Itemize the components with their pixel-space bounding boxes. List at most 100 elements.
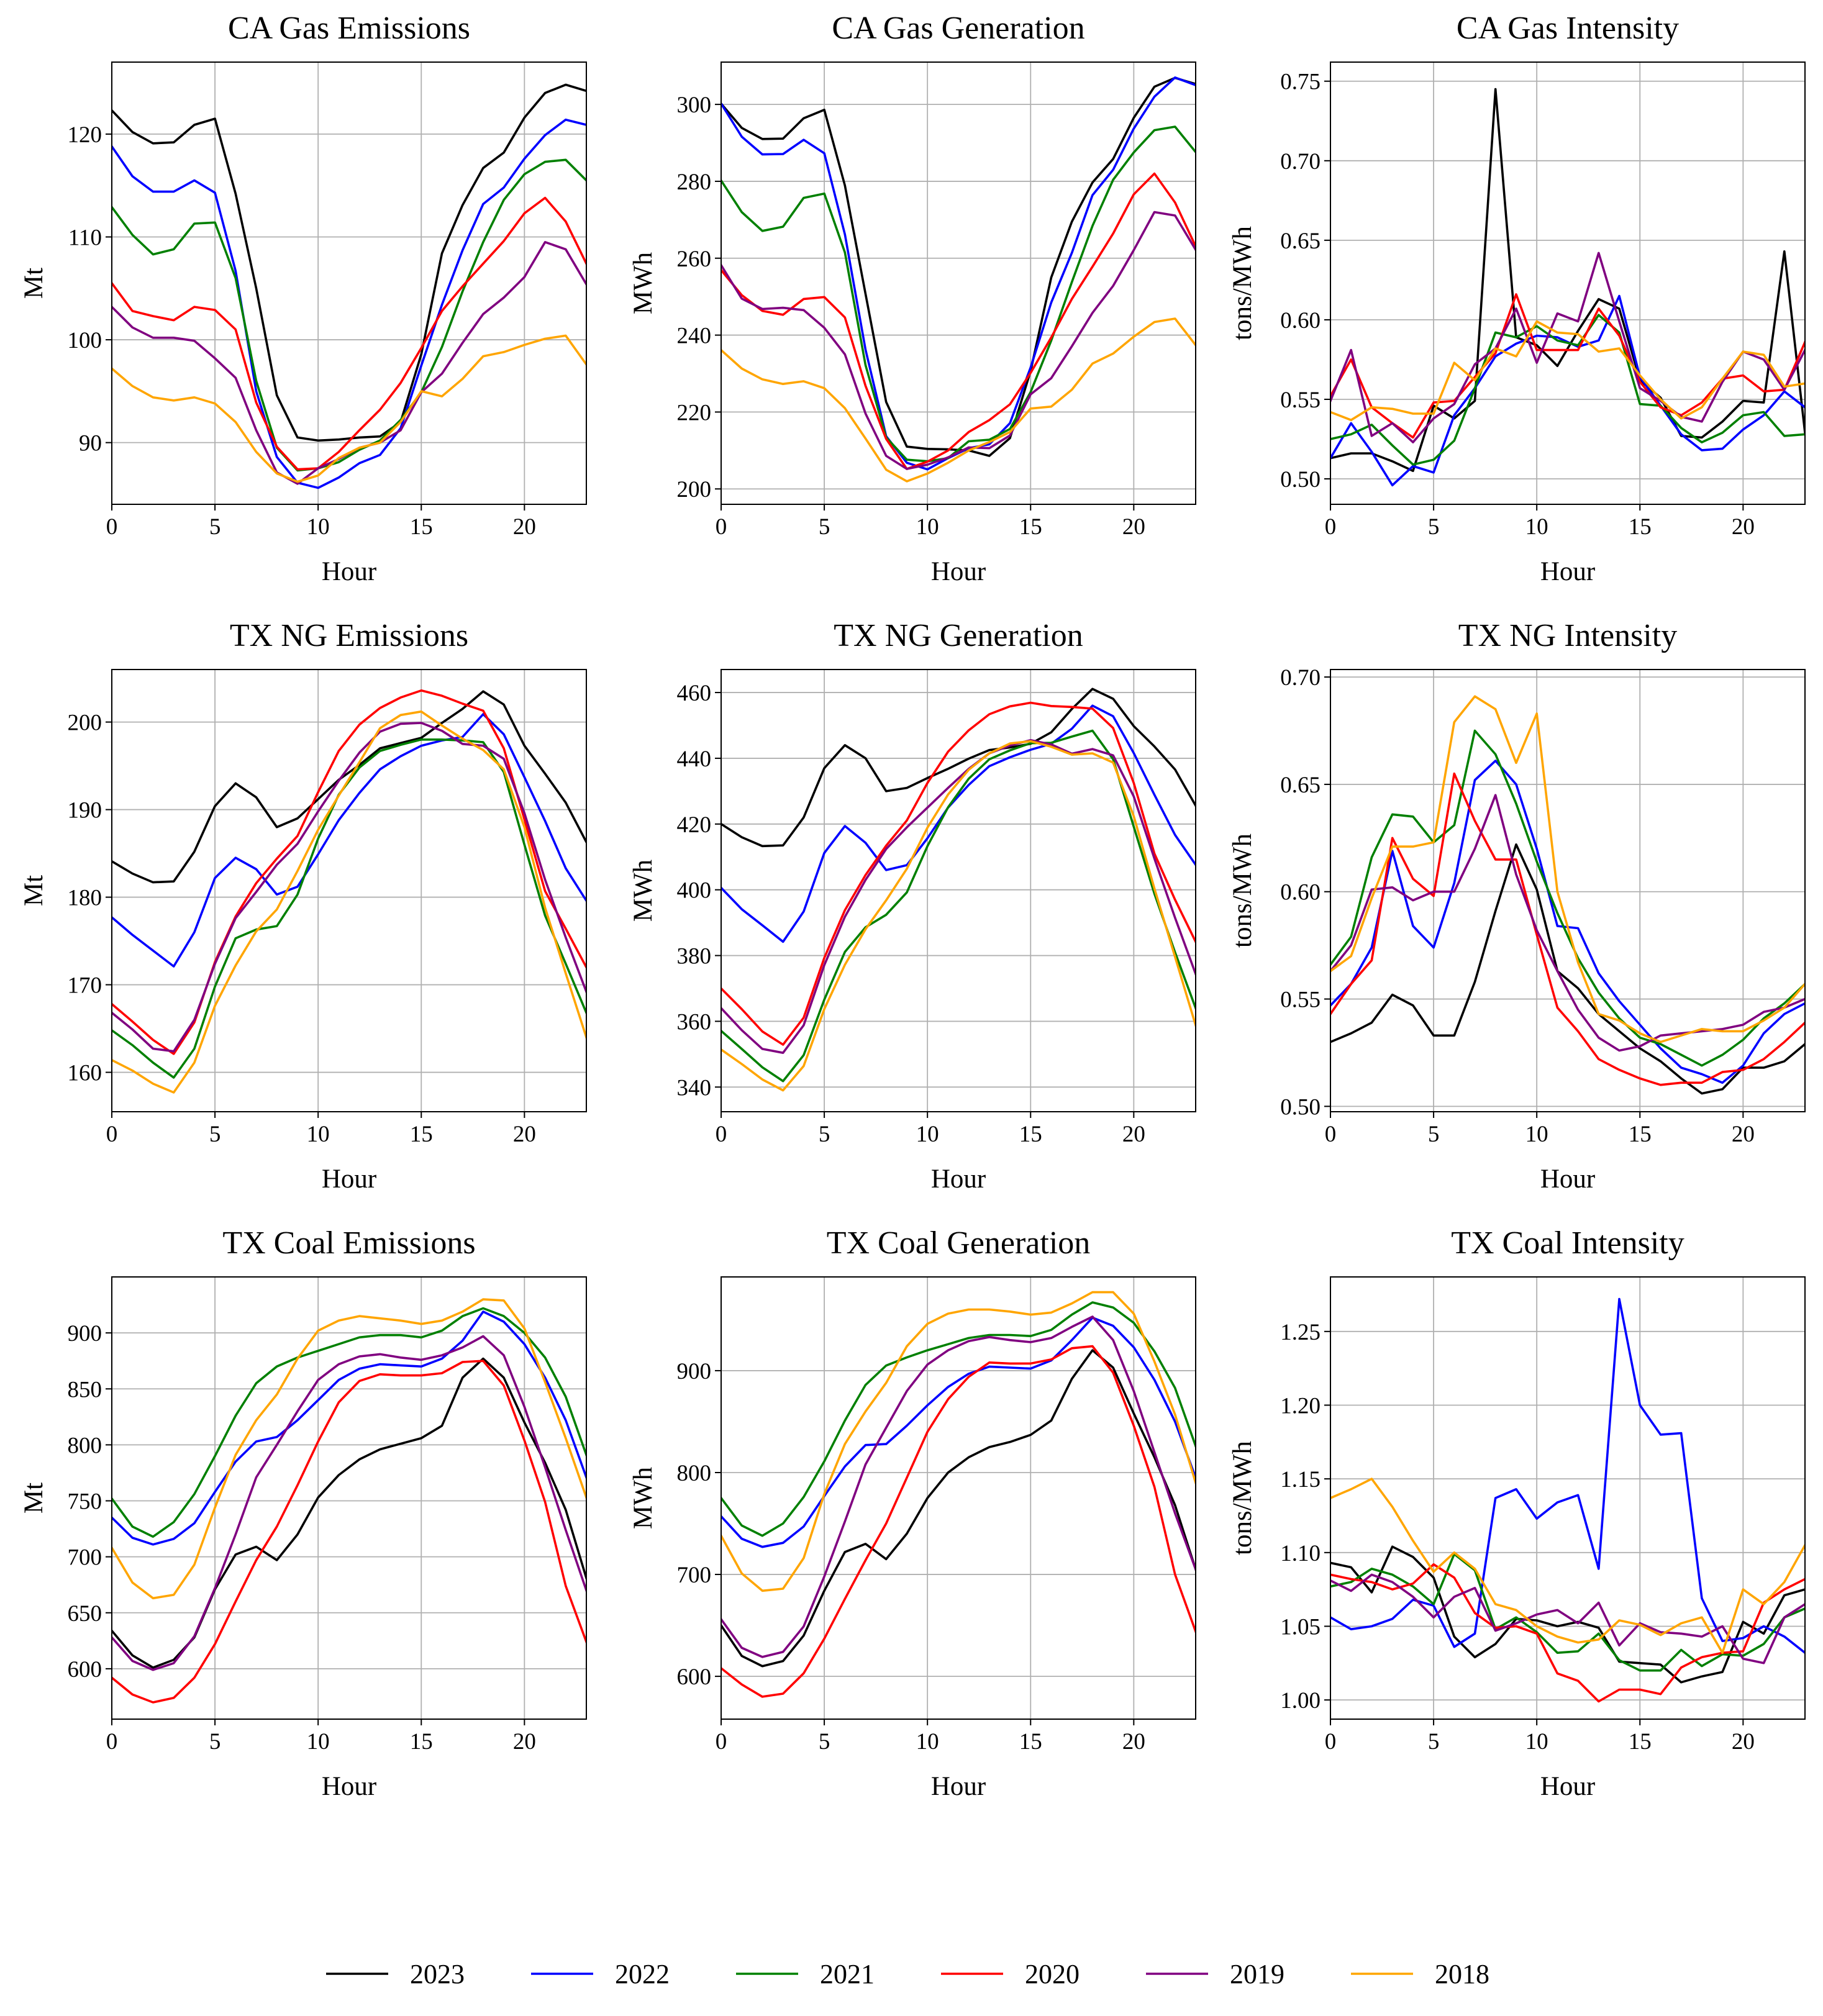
- x-tick-label: 10: [916, 514, 939, 540]
- x-tick-label: 10: [1525, 1122, 1548, 1147]
- x-tick-label: 0: [716, 1729, 727, 1755]
- y-tick-label: 170: [68, 973, 102, 999]
- series-line-2022: [721, 704, 1196, 943]
- legend-label: 2020: [1025, 1959, 1080, 1989]
- y-tick-label: 260: [677, 247, 712, 272]
- axes-frame: [721, 1276, 1196, 1720]
- series-line-2019: [1330, 252, 1805, 443]
- x-axis-label: Hour: [322, 557, 376, 586]
- x-tick-label: 5: [209, 514, 221, 540]
- y-tick-label: 90: [79, 431, 102, 456]
- x-tick-label: 10: [307, 1729, 330, 1755]
- chart-tx-coal-emissions: 0 5 10 15 20 600 650 700 750 800 850 900 TX Coal Emi…: [19, 1225, 587, 1801]
- y-tick-label: 200: [68, 711, 102, 736]
- series-line-2019: [721, 739, 1196, 1054]
- x-tick-label: 20: [1732, 1729, 1755, 1755]
- series-line-2021: [112, 1307, 586, 1538]
- series-lines: [112, 1298, 586, 1704]
- series-line-2020: [721, 701, 1196, 1046]
- x-tick-label: 10: [307, 514, 330, 540]
- series-line-2020: [112, 689, 586, 1055]
- x-axis-label: Hour: [1540, 1772, 1595, 1801]
- series-line-2023: [1330, 843, 1805, 1095]
- y-tick-label: 1.20: [1280, 1393, 1321, 1419]
- x-axis-label: Hour: [931, 1772, 986, 1801]
- legend-item-2023: 2023: [326, 1959, 465, 1989]
- chart-tx-ng-emissions: 0 5 10 15 20 160 170 180 190 200 TX NG Emissions Ho…: [19, 618, 587, 1194]
- series-line-2022: [112, 118, 586, 489]
- x-tick-label: 20: [513, 514, 536, 540]
- y-tick-label: 220: [677, 400, 712, 425]
- legend-label: 2023: [410, 1959, 465, 1989]
- x-tick-label: 15: [1019, 514, 1042, 540]
- chart-title: TX Coal Intensity: [1451, 1225, 1684, 1261]
- y-tick-label: 100: [68, 328, 102, 353]
- x-tick-label: 20: [1122, 1729, 1145, 1755]
- series-line-2018: [721, 1291, 1196, 1592]
- y-tick-label: 0.55: [1280, 388, 1321, 413]
- y-tick-label: 1.10: [1280, 1541, 1321, 1566]
- x-axis-label: Hour: [931, 1165, 986, 1194]
- series-line-2021: [1330, 729, 1805, 1067]
- y-tick-label: 900: [68, 1321, 102, 1346]
- axes-frame: [1330, 669, 1806, 1112]
- chart-tx-coal-generation: 0 5 10 15 20 600 700 800 900 TX Coal Generation Ho…: [629, 1225, 1196, 1801]
- series-lines: [721, 1291, 1196, 1698]
- x-tick-label: 15: [410, 1122, 433, 1147]
- y-tick-label: 460: [677, 681, 712, 706]
- y-tick-label: 0.65: [1280, 773, 1321, 798]
- y-tick-label: 1.00: [1280, 1688, 1321, 1714]
- chart-ca-gas-generation: 0 5 10 15 20 200 220 240 260 280 300 CA Gas Generat…: [629, 11, 1196, 586]
- series-line-2023: [721, 1349, 1196, 1668]
- y-tick-label: 900: [677, 1359, 712, 1384]
- series-line-2020: [112, 1360, 586, 1704]
- x-axis-label: Hour: [931, 557, 986, 586]
- y-tick-label: 0.65: [1280, 229, 1321, 254]
- x-axis-label: Hour: [322, 1772, 376, 1801]
- chart-title: TX NG Intensity: [1458, 618, 1677, 653]
- y-tick-label: 160: [68, 1061, 102, 1086]
- x-tick-label: 0: [1325, 514, 1337, 540]
- y-axis-label: Mt: [19, 1482, 48, 1514]
- axes-frame: [1330, 61, 1806, 505]
- y-tick-label: 800: [677, 1461, 712, 1486]
- y-tick-label: 600: [68, 1657, 102, 1682]
- y-axis-label: Mt: [19, 268, 48, 299]
- x-tick-label: 5: [1428, 514, 1440, 540]
- legend-label: 2018: [1435, 1959, 1489, 1989]
- x-tick-label: 0: [1325, 1122, 1337, 1147]
- chart-tx-ng-intensity: 0 5 10 15 20 0.50 0.55 0.60 0.65 0.70 TX NG Intens…: [1228, 618, 1806, 1194]
- x-tick-label: 10: [916, 1729, 939, 1755]
- y-tick-label: 850: [68, 1377, 102, 1402]
- series-line-2019: [112, 722, 586, 1053]
- series-line-2022: [112, 1310, 586, 1546]
- series-lines: [1330, 88, 1805, 487]
- series-line-2023: [112, 690, 586, 884]
- chart-title: TX Coal Emissions: [222, 1225, 475, 1261]
- x-tick-label: 5: [819, 1122, 830, 1147]
- legend-label: 2019: [1230, 1959, 1284, 1989]
- series-line-2020: [1330, 1563, 1805, 1703]
- y-tick-label: 800: [68, 1433, 102, 1458]
- legend-item-2021: 2021: [736, 1959, 875, 1989]
- chart-title: TX NG Generation: [834, 618, 1083, 653]
- series-line-2021: [1330, 314, 1805, 466]
- series-lines: [112, 689, 586, 1094]
- series-line-2023: [1330, 1545, 1805, 1684]
- chart-title: TX NG Emissions: [230, 618, 468, 653]
- chart-title: TX Coal Generation: [827, 1225, 1091, 1261]
- x-tick-label: 5: [209, 1729, 221, 1755]
- x-tick-label: 20: [1122, 1122, 1145, 1147]
- y-axis-label: Mt: [19, 875, 48, 906]
- y-axis-label: MWh: [629, 860, 658, 922]
- y-tick-label: 120: [68, 122, 102, 148]
- series-line-2019: [112, 1335, 586, 1671]
- chart-title: CA Gas Emissions: [228, 11, 470, 46]
- y-tick-label: 180: [68, 886, 102, 911]
- x-tick-label: 15: [410, 514, 433, 540]
- series-lines: [1330, 1297, 1805, 1703]
- x-tick-label: 0: [106, 1122, 118, 1147]
- x-tick-label: 0: [716, 1122, 727, 1147]
